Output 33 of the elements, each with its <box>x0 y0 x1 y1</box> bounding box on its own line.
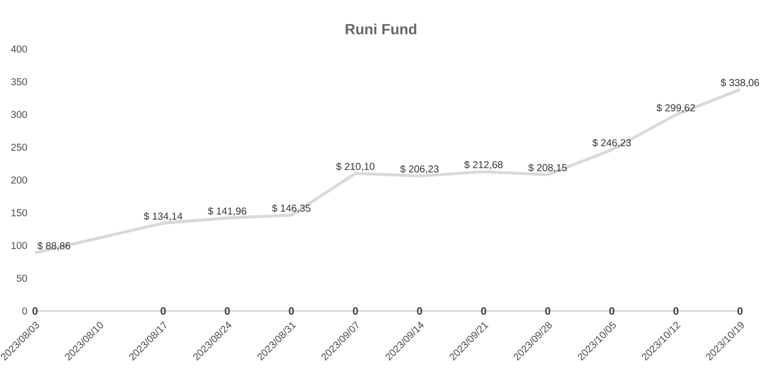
data-label: $ 134,14 <box>144 212 182 221</box>
data-label: 0 <box>673 307 678 315</box>
y-tick-label: 50 <box>16 274 28 282</box>
y-tick-label: 300 <box>11 110 28 118</box>
y-tick-label: 200 <box>11 176 28 184</box>
data-label: 0 <box>609 307 614 315</box>
data-label: $ 210,10 <box>336 162 375 172</box>
data-label: 0 <box>481 307 486 315</box>
y-tick-label: 100 <box>12 242 28 250</box>
data-label: 0 <box>160 307 166 315</box>
data-label: 0 <box>288 307 294 315</box>
y-tick-label: 250 <box>11 144 28 151</box>
data-label: $ 88,86 <box>37 242 70 251</box>
data-label: $ 206,23 <box>400 164 439 174</box>
data-label: 0 <box>32 307 38 315</box>
data-label: $ 246,23 <box>592 138 631 148</box>
y-tick-label: 350 <box>11 78 28 86</box>
data-label: $ 338,06 <box>720 78 760 88</box>
data-label: $ 208,15 <box>528 164 567 172</box>
data-label: 0 <box>224 307 230 315</box>
data-label: $ 146,35 <box>272 204 310 213</box>
data-label: $ 212,68 <box>464 160 503 170</box>
data-label: 0 <box>417 307 422 315</box>
data-label: 0 <box>737 307 743 315</box>
data-label: 0 <box>545 307 550 315</box>
data-label: $ 141,96 <box>208 207 246 216</box>
data-label: 0 <box>352 307 358 315</box>
data-label: $ 299,62 <box>656 104 695 112</box>
y-tick-label: 150 <box>12 209 28 216</box>
line-series <box>34 88 742 254</box>
chart-title: Runi Fund <box>346 24 416 34</box>
y-tick-label: 400 <box>10 45 28 53</box>
y-tick-label: 0 <box>22 307 28 315</box>
